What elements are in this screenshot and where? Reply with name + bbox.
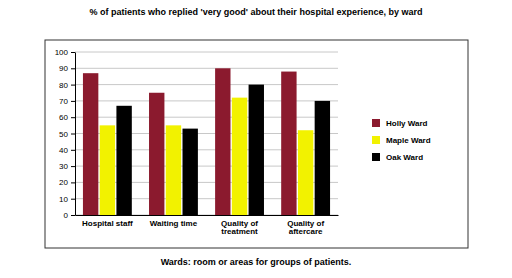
y-tick-mark [71, 199, 75, 200]
legend: Holly Ward Maple Ward Oak Ward [372, 119, 431, 162]
chart-frame [45, 40, 468, 248]
grid-line [75, 117, 338, 118]
y-tick-label: 50 [59, 130, 68, 139]
y-tick: 50 [59, 130, 75, 139]
x-axis-line [76, 215, 339, 216]
y-tick: 0 [64, 211, 75, 220]
y-tick: 90 [59, 64, 75, 73]
bar [298, 130, 313, 215]
x-axis: Hospital staff Waiting time Quality oftrea… [76, 215, 339, 236]
y-tick: 60 [59, 113, 75, 122]
caption: Wards: room or areas for groups of patie… [161, 257, 352, 267]
y-tick-label: 30 [59, 162, 68, 171]
y-tick-mark [71, 215, 75, 216]
y-tick-mark [71, 117, 75, 118]
x-tick-label: Hospital staff [82, 219, 133, 228]
y-tick-label: 100 [55, 48, 69, 57]
legend-label: Holly Ward [386, 119, 428, 128]
y-tick-mark [71, 101, 75, 102]
y-tick-label: 70 [59, 97, 68, 106]
bar [182, 129, 197, 215]
bar [116, 106, 131, 215]
y-tick-mark [71, 150, 75, 151]
y-tick: 100 [55, 48, 75, 57]
legend-swatch [372, 153, 380, 161]
y-tick-label: 80 [59, 81, 68, 90]
title: % of patients who replied 'very good' ab… [90, 7, 423, 17]
y-tick-mark [71, 85, 75, 86]
y-tick-label: 20 [59, 178, 68, 187]
bar [215, 68, 230, 215]
y-tick-mark [71, 68, 75, 69]
x-tick: Quality oftreatment [221, 215, 258, 236]
y-tick: 80 [59, 81, 75, 90]
x-tick-label: Quality ofaftercare [287, 219, 324, 237]
bar [166, 125, 181, 215]
x-tick: Quality ofaftercare [287, 215, 324, 236]
legend-label: Oak Ward [386, 153, 423, 162]
y-tick-label: 60 [59, 113, 68, 122]
chart: % of patients who replied 'very good' ab… [0, 0, 512, 278]
grid-line [75, 100, 338, 101]
legend-swatch [372, 136, 380, 144]
grid [75, 52, 338, 215]
bar [281, 72, 296, 215]
y-tick: 30 [59, 162, 75, 171]
y-tick-label: 10 [59, 195, 68, 204]
legend-label: Maple Ward [386, 136, 431, 145]
y-tick: 70 [59, 97, 75, 106]
x-tick: Hospital staff [82, 215, 133, 228]
y-tick-mark [71, 182, 75, 183]
bar [83, 73, 98, 215]
y-axis: 0 10 20 30 40 50 60 70 80 90 100 [55, 48, 76, 220]
y-tick: 20 [59, 178, 75, 187]
x-tick-label: Waiting time [150, 219, 198, 228]
bar [232, 98, 247, 215]
y-tick-mark [71, 134, 75, 135]
bar [315, 101, 330, 215]
y-tick-label: 0 [64, 211, 69, 220]
bars [83, 68, 330, 215]
y-tick-label: 90 [59, 64, 68, 73]
bar [249, 85, 264, 215]
y-tick-mark [71, 166, 75, 167]
grid-line [75, 84, 338, 85]
bar [149, 93, 164, 215]
y-axis-line [75, 53, 76, 216]
y-tick: 40 [59, 146, 75, 155]
bar [100, 125, 115, 215]
x-tick-label: Quality oftreatment [221, 219, 258, 237]
x-tick: Waiting time [150, 215, 198, 228]
y-tick-mark [71, 52, 75, 53]
y-tick: 10 [59, 195, 75, 204]
legend-swatch [372, 119, 380, 127]
y-tick-label: 40 [59, 146, 68, 155]
grid-line [75, 68, 338, 69]
grid-line [75, 52, 338, 53]
